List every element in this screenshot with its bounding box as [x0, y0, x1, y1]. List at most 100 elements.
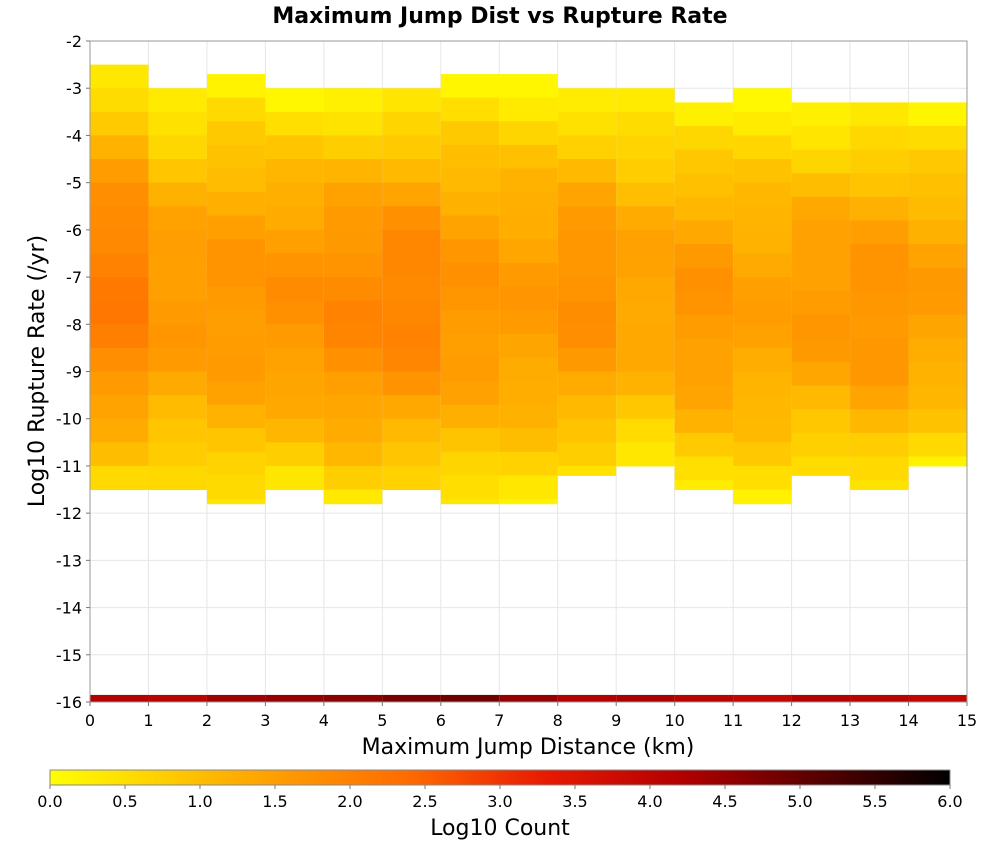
heatmap-cell — [850, 220, 909, 245]
heatmap-cell — [440, 192, 500, 217]
heatmap-cell — [90, 182, 149, 207]
heatmap-cell — [557, 135, 617, 160]
heatmap-cell — [557, 111, 617, 136]
heatmap-cell — [440, 121, 500, 146]
heatmap-cell — [440, 310, 500, 335]
heatmap-cell — [323, 159, 383, 184]
heatmap-cell — [850, 267, 909, 292]
heatmap-cell — [908, 196, 967, 221]
heatmap-cell — [674, 456, 734, 481]
heatmap-cell — [148, 229, 207, 254]
heatmap-cell — [265, 442, 324, 467]
heatmap-cell — [908, 362, 967, 387]
y-tick-label: -10 — [56, 410, 82, 429]
heatmap-cell — [733, 324, 792, 349]
y-axis-ticks: -2 -3 -4 -5 -6 -7 -8 -9 -10 -11 -12 -13 -14 -15 -16 — [56, 32, 90, 712]
heatmap-cell — [850, 409, 909, 434]
heatmap-cell — [850, 338, 909, 363]
x-tick-label: 10 — [664, 711, 684, 730]
colorbar-tick-label: 6.0 — [937, 792, 962, 811]
heatmap-cell-bottom-row — [440, 694, 500, 702]
heatmap-cell — [791, 125, 851, 151]
x-tick-label: 0 — [85, 711, 95, 730]
heatmap-cell — [557, 347, 617, 372]
colorbar-label: Log10 Count — [430, 816, 570, 841]
heatmap-cell — [791, 244, 851, 269]
heatmap-cell — [90, 371, 149, 396]
heatmap-cell — [382, 229, 441, 254]
colorbar-tick-label: 1.0 — [187, 792, 212, 811]
heatmap-cell — [265, 159, 324, 184]
colorbar-tick-label: 2.0 — [337, 792, 362, 811]
heatmap-cell — [850, 314, 909, 339]
heatmap-cell — [440, 97, 500, 122]
heatmap-cell — [206, 380, 266, 406]
heatmap-cell — [206, 121, 266, 146]
heatmap-cell — [733, 229, 792, 254]
heatmap-cell — [674, 220, 734, 245]
heatmap-cell — [674, 314, 734, 339]
heatmap-cell — [733, 253, 792, 278]
heatmap-cell — [616, 88, 675, 113]
heatmap-cell — [791, 220, 851, 245]
heatmap-cell — [791, 196, 851, 221]
y-tick-label: -16 — [56, 693, 82, 712]
heatmap-cell — [557, 442, 617, 467]
heatmap-cell — [733, 182, 792, 207]
heatmap-cell — [382, 395, 441, 420]
heatmap-cell — [90, 64, 149, 89]
heatmap-cell — [850, 244, 909, 269]
heatmap-cell — [908, 149, 967, 174]
heatmap-cell — [382, 253, 441, 278]
heatmap-cell — [265, 371, 324, 396]
heatmap-cell — [791, 409, 851, 434]
heatmap-cell — [791, 338, 851, 363]
heatmap-cell — [616, 418, 675, 443]
heatmap-cell — [674, 362, 734, 387]
heatmap-cell — [616, 135, 675, 160]
heatmap-cell — [733, 442, 792, 467]
heatmap-cell — [733, 395, 792, 420]
heatmap-cell — [616, 229, 675, 254]
heatmap-cell — [674, 196, 734, 221]
heatmap-cell — [674, 385, 734, 410]
heatmap-cell — [674, 432, 734, 457]
heatmap-cell — [265, 395, 324, 420]
heatmap-cell — [265, 277, 324, 302]
y-tick-label: -15 — [56, 646, 82, 665]
heatmap-cell-bottom-row — [323, 694, 383, 702]
heatmap-cell — [674, 267, 734, 292]
heatmap-cell — [323, 324, 383, 349]
heatmap-cell — [382, 182, 441, 207]
heatmap-cell — [265, 347, 324, 372]
heatmap-cell — [265, 111, 324, 136]
heatmap-cell — [850, 432, 909, 457]
heatmap-cell — [908, 267, 967, 292]
y-tick-label: -13 — [56, 551, 82, 570]
heatmap-cell — [323, 182, 383, 207]
colorbar-ticks: 0.0 0.5 1.0 1.5 2.0 2.5 3.0 3.5 4.0 4.5 5.0 5.5 6.0 — [37, 785, 963, 811]
heatmap-cell — [148, 465, 207, 491]
heatmap-cell — [206, 310, 266, 335]
heatmap-cell — [206, 239, 266, 264]
heatmap-cell — [265, 206, 324, 231]
heatmap-cell — [616, 371, 675, 396]
heatmap-cell — [382, 465, 441, 491]
heatmap-cell — [382, 442, 441, 467]
y-tick-label: -3 — [66, 79, 82, 98]
heatmap-cell — [323, 395, 383, 420]
heatmap-cell — [674, 338, 734, 363]
heatmap-cell — [90, 206, 149, 231]
heatmap-cell — [206, 404, 266, 429]
heatmap-cell — [440, 239, 500, 264]
heatmap-cell-bottom-row — [148, 694, 207, 702]
heatmap-cell — [850, 149, 909, 174]
heatmap-cell — [499, 239, 558, 264]
heatmap-cell — [908, 385, 967, 410]
x-tick-label: 3 — [260, 711, 270, 730]
heatmap-cell — [674, 173, 734, 198]
colorbar-tick-label: 5.5 — [862, 792, 887, 811]
heatmap-cell — [206, 357, 266, 382]
heatmap-cell — [557, 277, 617, 302]
heatmap-cell — [791, 314, 851, 339]
